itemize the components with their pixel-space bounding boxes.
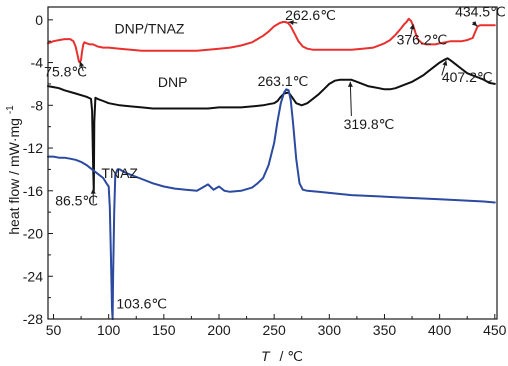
arrow-layer: [79, 20, 478, 204]
peak-annotation-label: DNP/TNAZ: [114, 21, 184, 37]
annotation-arrowhead: [79, 61, 84, 68]
series-line-dnp: [47, 57, 496, 192]
y-axis-label-text: heat flow / mW·mg: [6, 118, 22, 235]
plot-frame: [47, 6, 498, 320]
x-tick-label: 200: [207, 322, 231, 338]
x-tick-label: 50: [46, 322, 62, 338]
peak-annotation-label: 103.6℃: [116, 295, 167, 311]
annotation-arrowhead: [90, 188, 96, 194]
peak-annotation-label: 434.5℃: [455, 4, 506, 20]
x-axis-unit: / ℃: [279, 348, 303, 364]
peak-annotation-label: 86.5℃: [55, 193, 98, 209]
y-axis-label-exponent: -1: [5, 105, 16, 114]
x-tick-label: 450: [483, 322, 507, 338]
peak-annotation-label: 319.8℃: [344, 116, 395, 132]
annotation-arrowhead: [471, 20, 478, 27]
annotation-arrow: [349, 81, 352, 117]
peak-annotation-label: DNP: [158, 74, 188, 90]
y-tick-label: -12: [23, 140, 43, 156]
y-axis-title: heat flow / mW·mg -1: [5, 105, 22, 235]
peak-annotation-label: 407.2℃: [442, 69, 493, 85]
peak-annotation-label: TNAZ: [101, 165, 138, 181]
x-axis-symbol: T: [261, 348, 271, 364]
x-axis-title: T / ℃: [261, 348, 303, 364]
series-layer: [47, 17, 496, 320]
y-tick-label: 0: [35, 12, 43, 28]
peak-annotation-label: 263.1℃: [258, 73, 309, 89]
peak-annotation-label: 376.2℃: [397, 31, 448, 47]
x-tick-label: 400: [428, 322, 452, 338]
y-tick-label: -8: [31, 97, 44, 113]
x-tick-label: 150: [152, 322, 176, 338]
peak-annotation-label: 75.8℃: [44, 63, 87, 79]
peak-annotation-label: 262.6℃: [285, 7, 336, 23]
plot-background: [48, 7, 497, 319]
y-tick-label: -20: [23, 226, 43, 242]
x-tick-label: 300: [318, 322, 342, 338]
annotation-arrowhead: [442, 60, 448, 66]
x-tick-label: 100: [97, 322, 121, 338]
y-tick-label: -4: [31, 55, 44, 71]
annotation-layer: DNP/TNAZ 262.6℃ 434.5℃ 376.2℃ 75.8℃ DNP 407.2℃…: [44, 4, 506, 312]
series-line-dnp-tnaz: [47, 17, 496, 64]
series-line-tnaz: [47, 88, 496, 320]
plot-area: [48, 7, 497, 319]
annotation-arrowhead: [409, 24, 415, 30]
axis-layer: 50 100 150 200 250 300 350 400 450 0 -4 -8 -12 -16 -20…: [23, 6, 507, 338]
x-tick-label: 250: [262, 322, 286, 338]
x-tick-label: 350: [373, 322, 397, 338]
y-tick-label: -28: [23, 311, 43, 327]
annotation-arrowhead: [347, 81, 353, 87]
annotation-arrowhead: [288, 20, 294, 26]
y-tick-label: -24: [23, 268, 43, 284]
y-tick-label: -16: [23, 183, 43, 199]
